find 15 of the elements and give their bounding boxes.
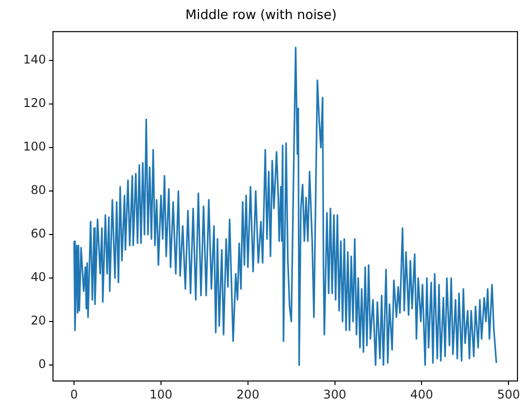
x-tick-label: 0 <box>70 387 78 402</box>
y-tick-label: 140 <box>23 52 46 67</box>
y-tick-label: 80 <box>30 183 46 198</box>
x-tick-label: 500 <box>497 387 520 402</box>
x-tick-label: 100 <box>150 387 172 402</box>
chart-title: Middle row (with noise) <box>185 8 337 24</box>
y-tick-label: 60 <box>30 226 46 241</box>
x-tick-label: 300 <box>323 387 346 402</box>
y-tick-label: 0 <box>38 357 46 372</box>
x-tick-label: 200 <box>236 387 260 402</box>
y-tick-label: 120 <box>23 96 46 110</box>
x-tick-label: 400 <box>410 387 434 402</box>
y-tick-label: 40 <box>30 270 46 284</box>
y-tick-label: 100 <box>23 140 46 154</box>
y-tick-label: 20 <box>30 314 46 328</box>
